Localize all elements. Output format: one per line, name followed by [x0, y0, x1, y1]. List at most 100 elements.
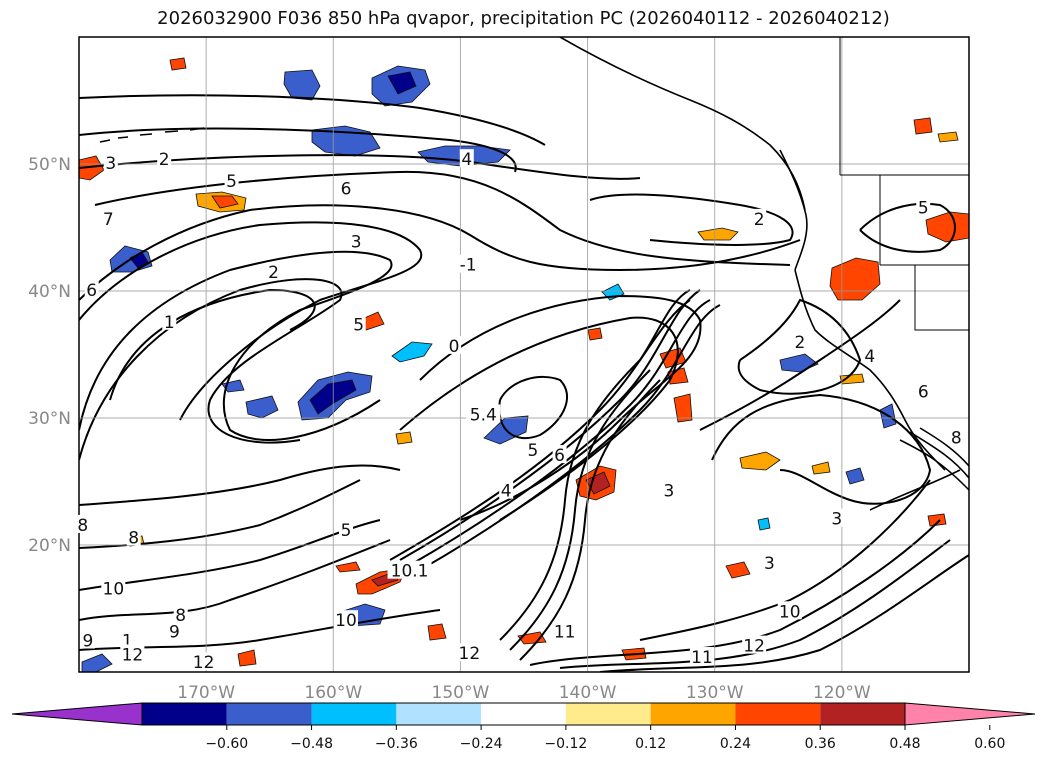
longitude-labels: 170°W 160°W 150°W 140°W 130°W 120°W [177, 683, 871, 703]
contour-label: 12 [743, 637, 765, 657]
contour-label: 10 [103, 579, 125, 599]
state-border [879, 175, 969, 331]
contour-label-bg [552, 621, 577, 640]
contour-label-bg [126, 527, 141, 546]
contour-label: 4 [461, 150, 472, 170]
contour-label: 12 [122, 645, 144, 665]
contour-line [79, 94, 546, 146]
precip-patch [839, 373, 865, 385]
contour-line [869, 469, 961, 511]
contour-label-bg [916, 197, 931, 216]
contour-label: 5 [527, 441, 538, 461]
contour-label: 8 [175, 606, 186, 626]
contour-label: 5 [341, 521, 352, 541]
contour-label-bg [120, 644, 145, 663]
contour-label: 5 [226, 172, 237, 192]
contour-label-bg [661, 480, 676, 499]
contour-label: 11 [691, 648, 713, 668]
contour-label-bg [224, 170, 239, 189]
precip-patch [427, 623, 447, 641]
contour-label: 10 [335, 611, 357, 631]
contour-label: 0 [449, 337, 460, 357]
precip-patch [211, 195, 239, 209]
map-panel [78, 36, 970, 673]
contour-label: 6 [341, 179, 352, 199]
contour-label-bg [916, 381, 931, 400]
contour-label: 10 [779, 602, 801, 622]
contour-label: 5 [918, 198, 929, 218]
contour-label-bg [162, 311, 177, 330]
lon-tick-label: 160°W [304, 683, 362, 703]
precip-patch [81, 653, 113, 672]
contour-line [79, 464, 401, 506]
contour-label-bg [762, 553, 777, 572]
contour-label: 2 [159, 150, 170, 170]
contour-line [509, 369, 651, 651]
colorbar-segment [565, 703, 651, 725]
contour-line [94, 170, 791, 266]
contour-line [109, 288, 316, 401]
contour-label: 1 [164, 313, 175, 333]
contour-label-bg [349, 231, 364, 250]
contour-label: 8 [77, 516, 88, 536]
precip-patch [829, 257, 881, 301]
colorbar-tick-label: −0.60 [205, 736, 248, 752]
contour-line [737, 298, 862, 395]
precip-patch [725, 561, 751, 579]
precip-patch [811, 461, 831, 475]
contour-label-bg [457, 643, 482, 662]
contour-label-bg [80, 630, 95, 649]
lon-tick-label: 120°W [813, 683, 871, 703]
contour-label: 4 [864, 347, 875, 367]
colorbar-segment [820, 703, 905, 725]
precip-patch [739, 451, 781, 471]
contour-label-bg [339, 520, 353, 539]
contour-label-bg [75, 514, 90, 533]
precip-patch [169, 57, 187, 71]
contour-line [399, 289, 701, 561]
contour-line [409, 299, 711, 566]
colorbar-outline [141, 702, 906, 726]
contour-line [529, 519, 941, 666]
map-title: 2026032900 F036 850 hPa qvapor, precipit… [157, 8, 890, 29]
colorbar-segment [735, 703, 821, 725]
contour-label-bg [101, 208, 116, 227]
contour-label: 5 [353, 315, 364, 335]
map-frame [78, 36, 970, 673]
contour-label: 8 [951, 428, 962, 448]
contour-label: 2 [794, 333, 805, 353]
coastline-westcoast [794, 269, 946, 471]
colorbar-extend-max [904, 702, 1036, 726]
contour-label: 9 [82, 632, 93, 652]
precip-patch [79, 155, 105, 181]
colorbar-segment [311, 703, 397, 725]
contour-label-bg [459, 149, 474, 168]
contour-line [419, 304, 721, 571]
contour-label: 11 [554, 623, 576, 643]
precip-patch [245, 395, 279, 419]
contour-line [639, 479, 931, 641]
lon-tick-label: 130°W [686, 683, 744, 703]
colorbar-tick-label: 0.12 [635, 736, 666, 752]
island-chain [99, 127, 205, 143]
lat-tick-label: 20°N [28, 536, 71, 556]
contour-label-bg [792, 332, 807, 351]
contour-line [599, 554, 969, 672]
contour-label-bg [167, 621, 182, 640]
contour-label-bg [173, 605, 188, 624]
contour-label-bg [157, 149, 172, 168]
contour-label-bg [862, 346, 877, 365]
contour-line [899, 439, 969, 491]
precip-patch [283, 69, 321, 101]
precip-patch [913, 117, 933, 135]
contour-label-bg [499, 480, 514, 499]
precip-patch [937, 131, 959, 143]
contour-label-bg [351, 314, 366, 333]
precip-patch [395, 431, 413, 445]
precip-patch [391, 341, 433, 363]
contour-label: 10.1 [391, 562, 429, 582]
lon-tick-label: 140°W [559, 683, 617, 703]
colorbar-segment [396, 703, 482, 725]
contour-line [919, 427, 969, 467]
